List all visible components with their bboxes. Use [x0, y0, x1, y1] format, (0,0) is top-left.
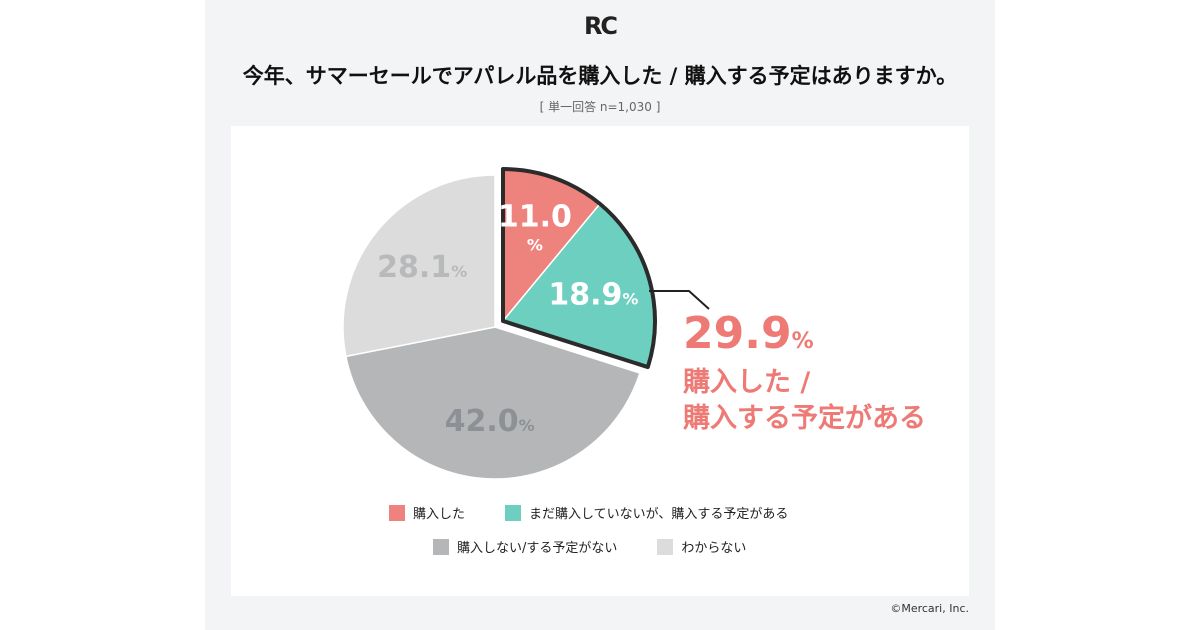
pie-slice: [342, 174, 496, 358]
legend-label: 購入した: [413, 507, 466, 522]
chart-subtitle: [ 単一回答 n=1,030 ]: [539, 100, 661, 114]
pie-slice: [344, 326, 641, 480]
legend-label: まだ購入していないが、購入する予定がある: [529, 507, 789, 522]
callout-line-2: 購入する予定がある: [683, 403, 926, 434]
slice-value-label: 42.0%: [445, 404, 535, 439]
callout-leader-line: [649, 290, 710, 310]
chart-panel: 11.0% 18.9% 42.0% 28.1% 29.9% 購入した / 購入する予定…: [231, 126, 969, 596]
slice-unit-label: %: [527, 235, 543, 254]
figure-frame: RC 今年、サマーセールでアパレル品を購入した / 購入する予定はありますか。 …: [205, 0, 995, 630]
pie-chart: 11.0%18.9%42.0%28.1%: [342, 167, 710, 480]
brand-logo: RC: [583, 12, 618, 40]
legend-label: わからない: [681, 541, 747, 556]
chart-title: 今年、サマーセールでアパレル品を購入した / 購入する予定はありますか。: [242, 64, 958, 88]
legend-swatch: [505, 504, 522, 521]
callout-value: 29.9: [683, 308, 792, 359]
legend-label: 購入しない/する予定がない: [457, 541, 618, 556]
legend-swatch: [433, 538, 449, 555]
copyright: ©Mercari, Inc.: [890, 602, 969, 615]
callout: 29.9% 購入した / 購入する予定がある: [683, 311, 926, 437]
legend-swatch: [657, 538, 674, 555]
callout-line-1: 購入した /: [683, 367, 811, 398]
exploded-group-outline: [501, 167, 657, 370]
legend-swatch: [389, 504, 405, 521]
callout-unit: %: [791, 329, 814, 354]
slice-value-label: 11.0: [498, 199, 572, 234]
legend-row-1: 購入した まだ購入していないが、購入する予定がある: [389, 503, 788, 522]
legend-row-2: 購入しない/する予定がない わからない: [433, 537, 746, 556]
